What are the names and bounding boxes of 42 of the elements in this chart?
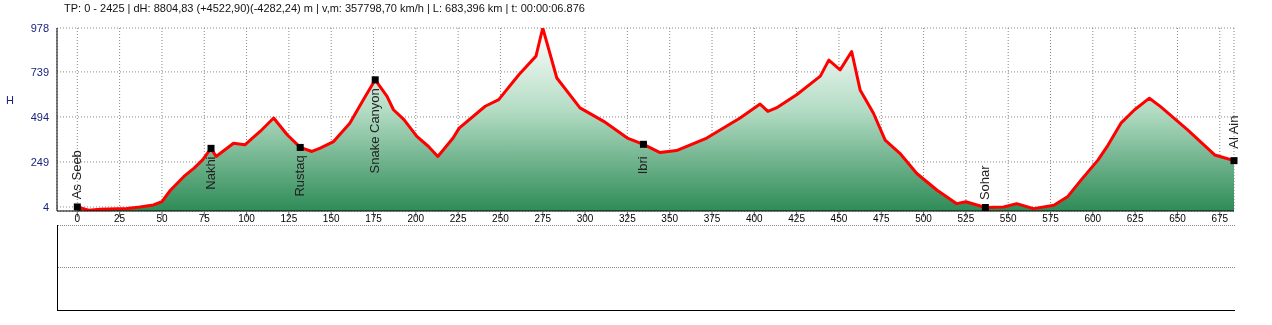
x-tick-label: 325 <box>619 213 637 225</box>
x-tick-label: 175 <box>365 213 383 225</box>
x-tick-label: 125 <box>280 213 298 225</box>
x-tick-label: 375 <box>703 213 721 225</box>
y-tick-label: 249 <box>30 155 49 168</box>
x-tick-label: 600 <box>1084 213 1102 225</box>
y-tick-label: 494 <box>30 110 49 123</box>
chart-title: TP: 0 - 2425 | dH: 8804,83 (+4522,90)(-4282,24) m | v,m: 357798,70 km/h | L: 683,396 km | t: 00:00:06.876 <box>64 2 585 14</box>
x-tick-label: 275 <box>534 213 552 225</box>
x-tick-label: 200 <box>407 213 425 225</box>
x-tick-label: 425 <box>788 213 806 225</box>
y-tick-label: 739 <box>30 65 49 78</box>
annotation: Rustaq <box>292 155 308 197</box>
x-tick-label: 650 <box>1169 213 1187 225</box>
x-tick-label: 300 <box>576 213 594 225</box>
annotation: Nakhi <box>203 156 219 190</box>
x-tick-label: 550 <box>999 213 1017 225</box>
x-tick-label: 575 <box>1042 213 1060 225</box>
annotation: Al Ain <box>1226 115 1241 149</box>
y-axis-title: H <box>6 94 14 106</box>
x-tick-label: 250 <box>492 213 510 225</box>
annotation: As Seeb <box>69 150 85 200</box>
annotation: Snake Canyon <box>367 88 383 174</box>
annotation: Sohar <box>977 164 993 201</box>
y-tick-label: 978 <box>30 21 49 34</box>
annotation: Ibri <box>635 156 651 175</box>
x-tick-label: 400 <box>745 213 764 225</box>
x-tick-label: 0 <box>74 213 81 225</box>
x-tick-label: 450 <box>830 213 848 225</box>
y-tick-label: 4 <box>42 200 49 213</box>
x-tick-label: 50 <box>156 213 168 225</box>
x-tick-label: 225 <box>449 213 467 225</box>
x-tick-label: 100 <box>238 213 256 225</box>
x-tick-label: 75 <box>198 213 211 225</box>
x-tick-label: 25 <box>114 213 126 225</box>
x-tick-label: 525 <box>957 213 975 225</box>
x-tick-label: 150 <box>322 213 340 225</box>
x-tick-label: 675 <box>1211 213 1229 225</box>
x-tick-label: 625 <box>1126 213 1144 225</box>
x-tick-label: 350 <box>661 213 679 225</box>
x-tick-label: 475 <box>872 213 891 225</box>
x-tick-label: 500 <box>915 213 933 225</box>
